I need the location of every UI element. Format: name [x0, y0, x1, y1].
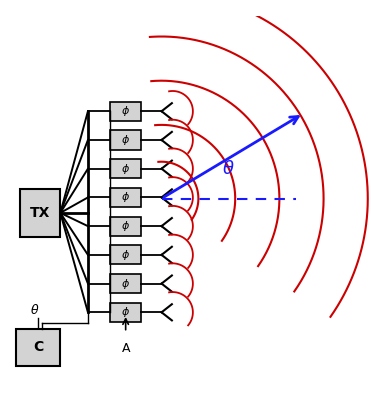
Text: $\phi$: $\phi$: [121, 162, 130, 176]
FancyBboxPatch shape: [16, 329, 60, 366]
FancyBboxPatch shape: [110, 188, 141, 207]
FancyBboxPatch shape: [110, 274, 141, 293]
Text: C: C: [33, 340, 43, 354]
FancyBboxPatch shape: [110, 303, 141, 322]
FancyBboxPatch shape: [110, 102, 141, 121]
FancyBboxPatch shape: [110, 130, 141, 150]
FancyBboxPatch shape: [110, 216, 141, 236]
Text: $\phi$: $\phi$: [121, 104, 130, 118]
Text: $\phi$: $\phi$: [121, 133, 130, 147]
Text: $\theta$: $\theta$: [30, 304, 39, 318]
Text: $\theta$: $\theta$: [221, 160, 234, 178]
Text: $\phi$: $\phi$: [121, 248, 130, 262]
FancyBboxPatch shape: [20, 189, 60, 237]
Text: $\phi$: $\phi$: [121, 190, 130, 204]
FancyBboxPatch shape: [110, 245, 141, 264]
Text: TX: TX: [30, 206, 50, 220]
FancyBboxPatch shape: [110, 159, 141, 178]
Text: $\phi$: $\phi$: [121, 305, 130, 319]
Text: A: A: [121, 342, 130, 355]
Text: $\phi$: $\phi$: [121, 219, 130, 233]
Text: $\phi$: $\phi$: [121, 276, 130, 290]
